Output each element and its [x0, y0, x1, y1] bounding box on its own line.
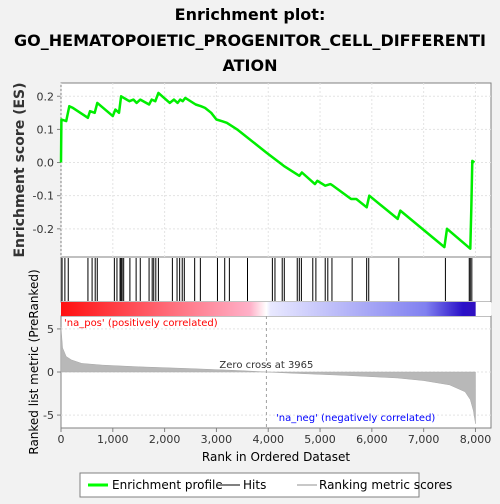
enrichment-profile-line — [59, 91, 476, 250]
rank-color-bar — [61, 302, 491, 316]
x-tick-label: 6,000 — [356, 433, 388, 446]
es-tick-label: -0.2 — [33, 223, 54, 236]
neg-label: 'na_neg' (negatively correlated) — [276, 413, 435, 424]
legend-label: Enrichment profile — [112, 478, 223, 492]
metric-tick-label: 5 — [47, 323, 54, 336]
pos-label: 'na_pos' (positively correlated) — [64, 318, 218, 329]
metric-y-axis-label: Ranked list metric (PreRanked) — [27, 269, 41, 454]
x-tick-label: 3,000 — [201, 433, 233, 446]
metric-tick-label: 0 — [47, 366, 54, 379]
x-tick-label: 2,000 — [149, 433, 181, 446]
es-y-axis-label: Enrichment score (ES) — [12, 82, 28, 257]
metric-tick-label: -5 — [43, 409, 54, 422]
zero-cross-label: Zero cross at 3965 — [219, 360, 313, 371]
x-tick-label: 8,000 — [460, 433, 492, 446]
legend-label: Hits — [243, 478, 266, 492]
legend-label: Ranking metric scores — [319, 478, 452, 492]
x-tick-label: 1,000 — [97, 433, 129, 446]
chart-title-line: Enrichment plot: — [175, 5, 326, 24]
es-tick-label: 0.0 — [37, 157, 55, 170]
hits-panel — [60, 256, 492, 303]
chart-title-line: GO_HEMATOPOIETIC_PROGENITOR_CELL_DIFFERE… — [14, 31, 486, 50]
x-axis-label: Rank in Ordered Dataset — [202, 450, 350, 464]
es-tick-label: 0.1 — [37, 123, 55, 136]
legend-box — [79, 472, 420, 498]
x-tick-label: 0 — [58, 433, 65, 446]
x-tick-label: 5,000 — [304, 433, 336, 446]
ranking-metric-area — [60, 327, 476, 424]
x-tick-label: 7,000 — [408, 433, 440, 446]
es-panel — [60, 82, 492, 258]
x-tick-label: 4,000 — [252, 433, 284, 446]
chart-title-line: ATION — [223, 56, 278, 75]
es-tick-label: 0.2 — [37, 90, 55, 103]
es-tick-label: -0.1 — [33, 190, 54, 203]
